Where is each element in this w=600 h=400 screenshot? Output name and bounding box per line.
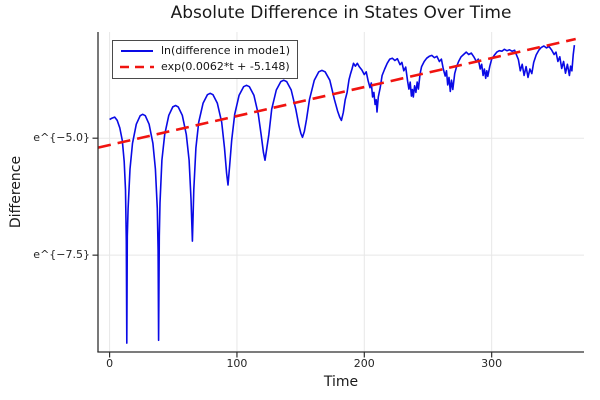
legend-label-red: exp(0.0062*t + -5.148) (161, 60, 290, 73)
y-tick-label--7.5: e^{−7.5} (33, 248, 90, 262)
x-tick-label-300: 300 (481, 357, 503, 370)
legend-dashed-line-icon (120, 65, 154, 69)
y-axis-label: Difference (8, 155, 24, 229)
x-tick-label-100: 100 (226, 357, 248, 370)
chart-title: Absolute Difference in States Over Time (170, 3, 512, 23)
x-axis-label: Time (323, 374, 359, 390)
x-tick-label-200: 200 (353, 357, 375, 370)
legend-entry-blue: ln(difference in mode1) (119, 43, 290, 59)
series-line-0 (109, 45, 576, 344)
legend-solid-line-icon (121, 50, 153, 52)
x-tick-label-0: 0 (106, 357, 114, 370)
legend-entry-red: exp(0.0062*t + -5.148) (119, 59, 290, 75)
y-tick-label--5: e^{−5.0} (33, 131, 90, 145)
series-line-1 (97, 37, 576, 149)
legend-label-blue: ln(difference in mode1) (161, 44, 291, 57)
legend: ln(difference in mode1) exp(0.0062*t + -… (112, 40, 299, 79)
